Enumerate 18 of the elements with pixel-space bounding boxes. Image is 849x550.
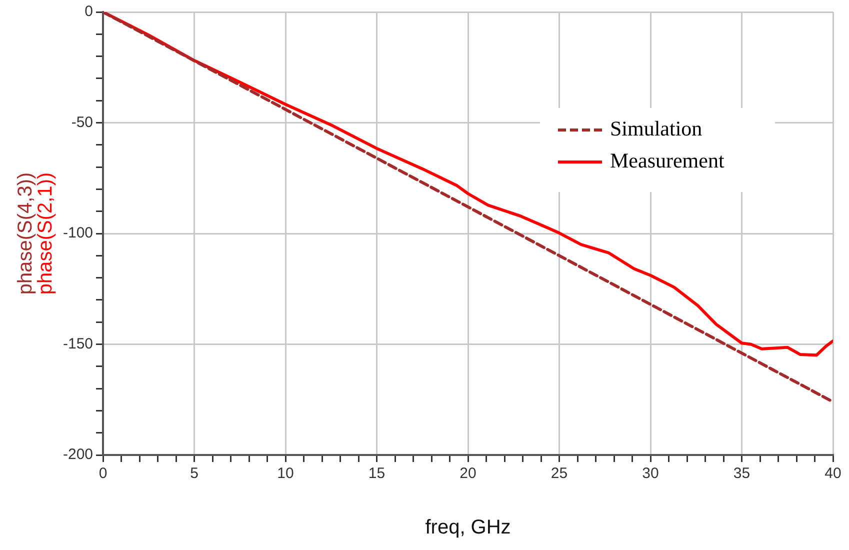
y-tick-label: -200 xyxy=(62,446,94,464)
x-tick-label: 15 xyxy=(368,465,386,482)
x-tick-label: 40 xyxy=(824,465,842,482)
x-tick-label: 30 xyxy=(642,465,659,482)
x-tick-label: 10 xyxy=(277,465,294,482)
y-axis-title: phase(S(4,3)) phase(S(2,1)) xyxy=(14,172,57,295)
y-tick-label: 0 xyxy=(84,3,94,20)
y-tick-label: -150 xyxy=(62,335,94,352)
legend-label: Measurement xyxy=(610,148,724,173)
x-tick-label: 35 xyxy=(733,465,750,482)
x-tick-label: 0 xyxy=(98,465,108,482)
y-tick-label: -100 xyxy=(62,224,94,242)
x-tick-label: 5 xyxy=(190,465,198,482)
x-tick-label: 20 xyxy=(460,465,476,482)
x-axis-title: freq, GHz xyxy=(425,516,511,539)
legend-label: Simulation xyxy=(610,116,703,141)
y-tick-label: -50 xyxy=(71,114,94,131)
x-tick-label: 25 xyxy=(550,465,568,482)
